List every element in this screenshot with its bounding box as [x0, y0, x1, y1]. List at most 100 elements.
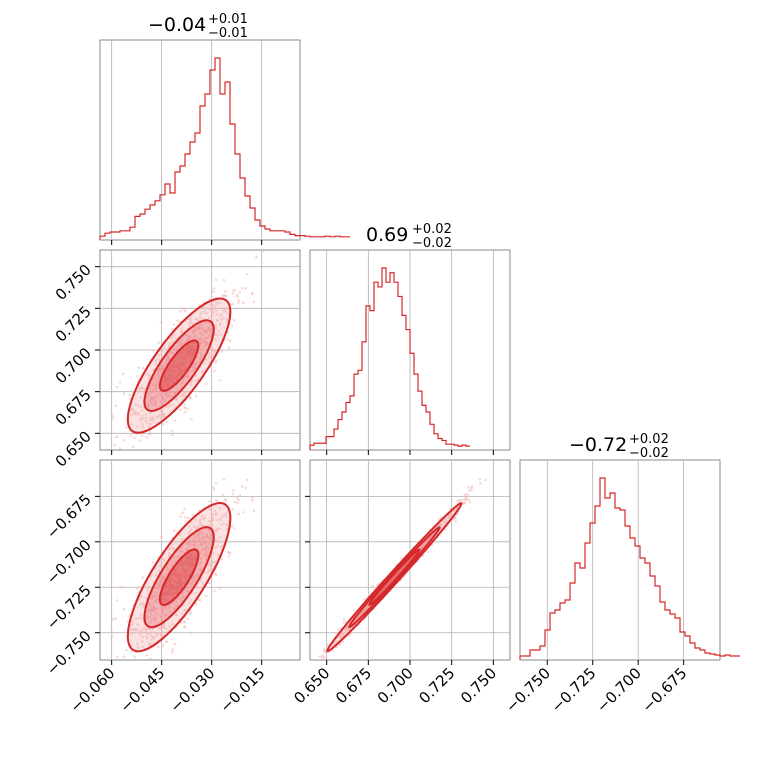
- sample-point: [151, 628, 155, 631]
- sample-point: [175, 397, 178, 400]
- sample-point: [181, 307, 185, 310]
- sample-point: [276, 702, 279, 705]
- ytick-label-1-3: 0.725: [52, 302, 95, 345]
- sample-point: [172, 529, 176, 532]
- sample-point: [183, 608, 187, 612]
- sample-point: [146, 391, 150, 395]
- joint-panel-2-1: [276, 477, 487, 705]
- sample-point: [194, 328, 198, 332]
- sample-point: [448, 514, 451, 517]
- sample-point: [164, 627, 168, 630]
- sample-point: [252, 509, 256, 512]
- sample-point: [371, 584, 375, 588]
- sample-point: [400, 557, 403, 560]
- sample-point: [214, 324, 218, 327]
- sample-point: [180, 338, 184, 341]
- sample-point: [156, 380, 159, 384]
- sample-point: [194, 554, 197, 558]
- sample-point: [159, 615, 163, 619]
- sample-point: [208, 537, 211, 540]
- sample-point: [139, 603, 142, 606]
- sample-point: [151, 348, 155, 352]
- density-contour-2-1-0: [326, 502, 463, 653]
- sample-point: [214, 326, 217, 330]
- sample-point: [134, 411, 138, 414]
- sample-point: [173, 371, 176, 375]
- sample-point: [131, 412, 135, 415]
- sample-point: [171, 622, 174, 626]
- sample-point: [171, 648, 174, 651]
- sample-point: [216, 518, 219, 522]
- sample-point: [203, 516, 207, 520]
- sample-point: [322, 659, 324, 660]
- sample-point: [208, 356, 212, 359]
- sample-point: [213, 509, 217, 512]
- sample-point: [156, 371, 160, 374]
- sample-point: [224, 512, 228, 515]
- sample-point: [188, 601, 191, 605]
- sample-point: [175, 613, 178, 617]
- sample-point: [133, 436, 136, 440]
- sample-point: [125, 648, 128, 652]
- sample-point: [198, 530, 202, 533]
- sample-point: [326, 643, 330, 646]
- sample-point: [197, 325, 200, 328]
- sample-point: [144, 614, 148, 618]
- sample-point: [178, 340, 181, 344]
- sample-point: [144, 635, 148, 638]
- sample-point: [199, 348, 203, 351]
- sample-point: [222, 522, 225, 526]
- sample-point: [429, 535, 433, 538]
- sample-point: [175, 600, 178, 604]
- sample-point: [203, 309, 207, 313]
- sample-point: [214, 361, 217, 365]
- sample-point: [188, 334, 192, 338]
- sample-point: [227, 330, 230, 334]
- sample-point: [179, 554, 182, 558]
- xtick-label-1-2: 0.700: [374, 664, 417, 707]
- sample-point: [187, 531, 191, 535]
- sample-point: [136, 623, 139, 626]
- sample-point: [185, 586, 189, 590]
- sample-point: [191, 369, 195, 373]
- sample-point: [168, 380, 172, 384]
- sample-point: [165, 590, 168, 594]
- sample-point: [222, 317, 225, 320]
- xtick-label-2-1: −0.725: [548, 664, 600, 716]
- sample-point: [175, 366, 178, 369]
- sample-point: [153, 618, 157, 621]
- sample-point: [224, 498, 228, 502]
- sample-point: [225, 317, 229, 321]
- sample-point: [180, 371, 184, 375]
- sample-point: [174, 337, 178, 341]
- sample-point: [157, 377, 160, 380]
- sample-point: [196, 336, 199, 340]
- sample-point: [175, 585, 179, 588]
- sample-point: [210, 314, 214, 318]
- xtick-label-2-3: −0.675: [638, 664, 690, 716]
- sample-point: [148, 387, 152, 391]
- sample-point: [389, 579, 393, 583]
- sample-point: [204, 546, 208, 549]
- sample-point: [170, 574, 174, 578]
- sample-point: [191, 561, 194, 565]
- sample-point: [238, 494, 242, 497]
- sample-point: [174, 347, 177, 351]
- xtick-label-0-1: −0.045: [117, 664, 169, 716]
- sample-point: [152, 636, 156, 640]
- sample-point: [149, 417, 153, 420]
- sample-point: [154, 567, 157, 571]
- sample-point: [151, 383, 155, 387]
- sample-point: [212, 486, 215, 489]
- sample-point: [164, 382, 168, 385]
- sample-point: [172, 392, 176, 396]
- sample-point: [146, 421, 149, 425]
- sample-point: [202, 361, 206, 365]
- sample-point: [136, 646, 140, 649]
- sample-point: [231, 302, 234, 306]
- sample-point: [165, 395, 169, 399]
- sample-point: [134, 413, 138, 416]
- sample-point: [205, 544, 208, 547]
- sample-point: [214, 332, 217, 336]
- sample-point: [190, 365, 194, 369]
